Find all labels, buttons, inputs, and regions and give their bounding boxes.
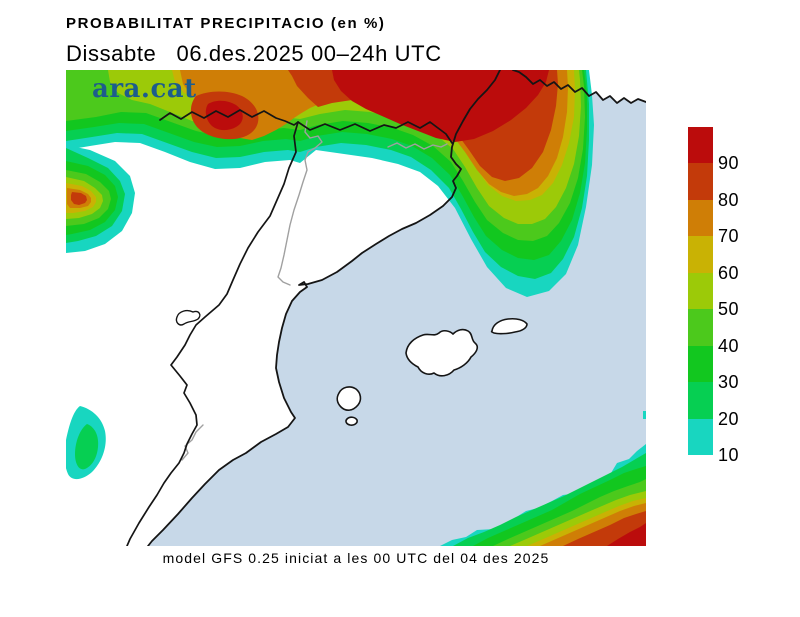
region-border-cerdanya (387, 142, 448, 150)
colorbar-segment-50-60 (688, 272, 713, 310)
colorbar-tick-label-10: 10 (718, 445, 740, 465)
colorbar (688, 127, 713, 455)
balearic-islands (336, 317, 528, 426)
contour-20 (75, 424, 99, 470)
colorbar-segment-60-70 (688, 236, 713, 273)
region-border-aragon-catalonia (277, 120, 323, 286)
precipitation-map-svg (66, 70, 646, 546)
lake-outline (175, 309, 201, 326)
island-mallorca (405, 328, 479, 377)
inland-border-west (126, 121, 299, 546)
contour-blob-west (66, 145, 135, 253)
colorbar-tick-label-70: 70 (718, 226, 740, 247)
contour-90 (332, 70, 549, 142)
region-border-valencia (181, 424, 204, 461)
colorbar-tick-label-40: 40 (718, 335, 740, 356)
colorbar-ticks: 90 80 70 60 50 40 30 20 10 (718, 127, 758, 464)
contour-80 (71, 192, 87, 205)
page-title: PROBABILITAT PRECIPITACIO (en %) (66, 15, 386, 32)
colorbar-segment-30-40 (688, 345, 713, 383)
island-formentera (345, 416, 358, 426)
colorbar-tick-label-90: 90 (718, 153, 740, 174)
colorbar-segment-80-90 (688, 163, 713, 200)
island-eivissa (336, 386, 362, 411)
colorbar-tick-label-20: 20 (718, 408, 740, 429)
contour-10-edge-tick (643, 411, 646, 419)
colorbar-tick-label-30: 30 (718, 372, 740, 393)
map-canvas (66, 70, 646, 546)
colorbar-segment-70-80 (688, 199, 713, 237)
model-footer-note: model GFS 0.25 iniciat a les 00 UTC del … (162, 550, 550, 566)
ara-cat-logo: ara.cat (92, 74, 197, 104)
contour-blob-southwest (66, 406, 106, 479)
island-menorca (490, 317, 528, 335)
coastline-france (512, 70, 646, 104)
coastline-iberia (147, 70, 501, 546)
contour-blob-southeast (440, 444, 646, 546)
colorbar-segment-20-30 (688, 382, 713, 419)
colorbar-segment-10-20 (688, 418, 713, 455)
map-subtitle-date: Dissabte 06.des.2025 00–24h UTC (66, 41, 442, 66)
colorbar-segment-40-50 (688, 309, 713, 346)
colorbar-segment-90-100 (688, 127, 713, 164)
colorbar-tick-label-50: 50 (718, 299, 740, 320)
boundaries (126, 70, 646, 546)
contour-90 (607, 523, 646, 546)
colorbar-tick-label-60: 60 (718, 262, 740, 283)
colorbar-tick-label-80: 80 (718, 189, 740, 210)
